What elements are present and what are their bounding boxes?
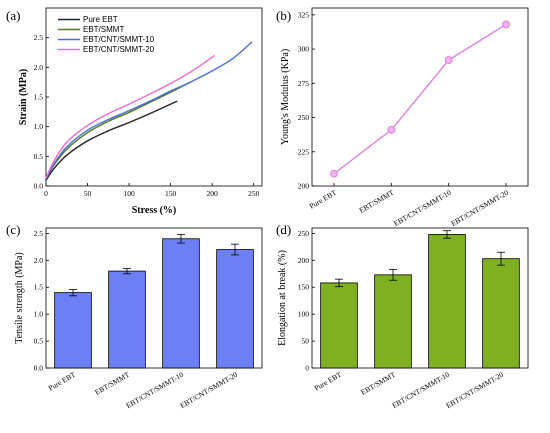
- y-tick-label: 300: [298, 45, 310, 54]
- panel-a-y-axis-label: Strain (MPa): [18, 69, 29, 125]
- y-tick-label: 0.0: [34, 364, 44, 373]
- legend-label: Pure EBT: [83, 15, 118, 24]
- data-point: [444, 56, 453, 64]
- x-category-label: EBT/CNT/SMMT-10: [124, 370, 185, 410]
- bar: [320, 282, 358, 369]
- series-line-2: [45, 80, 192, 180]
- x-tick-label: 250: [248, 189, 260, 198]
- panel-d-series: [320, 230, 520, 369]
- panel-c-tag: (c): [6, 222, 20, 237]
- panel-c-series: [54, 234, 254, 369]
- y-tick-label: 1.5: [34, 283, 44, 292]
- y-tick-label: 100: [298, 310, 310, 319]
- x-category-label: EBT/CNT/SMMT-20: [444, 370, 505, 410]
- y-tick-label: 150: [298, 283, 310, 292]
- bar: [162, 238, 200, 369]
- panel-a-legend: Pure EBTEBT/SMMTEBT/CNT/SMMT-10EBT/CNT/S…: [58, 15, 155, 54]
- modulus-line: [333, 23, 507, 175]
- y-tick-label: 0.5: [34, 337, 44, 346]
- panel-a-x-axis-label: Stress (%): [132, 205, 177, 216]
- x-category-label: EBT/SMMT: [358, 188, 396, 215]
- panel-d-y-axis-label: Elongation at break (%): [277, 250, 288, 346]
- y-tick-label: 1.5: [34, 93, 44, 102]
- series-line-3: [45, 41, 253, 180]
- panel-a-series: [45, 41, 253, 181]
- data-point: [387, 125, 396, 134]
- x-category-label: EBT/SMMT: [93, 370, 131, 397]
- y-tick-label: 0.0: [34, 182, 44, 191]
- y-tick-label: 2.5: [34, 229, 44, 238]
- y-tick-label: 275: [298, 79, 310, 88]
- series-line-4: [45, 54, 216, 178]
- y-tick-label: 2.0: [34, 256, 44, 265]
- y-tick-label: 50: [302, 337, 310, 346]
- panel-a-tag: (a): [6, 8, 20, 23]
- x-category-label: EBT/CNT/SMMT-20: [178, 370, 239, 410]
- x-tick-label: 100: [123, 189, 135, 198]
- legend-label: EBT/CNT/SMMT-20: [83, 45, 155, 54]
- panel-d-tag: (d): [276, 222, 291, 237]
- panel-d-frame: [311, 227, 529, 369]
- x-category-label: EBT/CNT/SMMT-10: [390, 370, 451, 410]
- y-tick-label: 250: [298, 229, 310, 238]
- y-tick-label: 0.5: [34, 152, 44, 161]
- data-point: [330, 169, 338, 178]
- bar: [374, 274, 412, 369]
- x-category-label: Pure EBT: [313, 370, 344, 393]
- panel-b-y-axis-label: Young's Modulus (KPa): [280, 49, 291, 145]
- x-category-label: Pure EBT: [308, 188, 339, 211]
- legend-label: EBT/CNT/SMMT-10: [83, 35, 155, 44]
- y-tick-label: 325: [298, 10, 310, 19]
- bar: [108, 270, 146, 369]
- bar: [428, 234, 466, 369]
- y-tick-label: 200: [298, 182, 310, 191]
- data-point: [502, 20, 510, 29]
- panel-b-tag: (b): [276, 8, 291, 23]
- series-line-1: [45, 100, 178, 181]
- legend-label: EBT/SMMT: [83, 25, 124, 34]
- panel-a: (a) 0.0 0.5 1.0 1.5 2.0 2.5 0 50 100 150 200 250 Pu…: [6, 7, 263, 216]
- x-tick-label: 150: [165, 189, 177, 198]
- y-tick-label: 250: [298, 113, 310, 122]
- bar: [216, 249, 254, 369]
- panel-b-series: [330, 20, 510, 178]
- x-category-label: EBT/CNT/SMMT-10: [392, 188, 453, 228]
- panel-b-frame: [311, 7, 529, 187]
- y-tick-label: 200: [298, 256, 310, 265]
- y-tick-label: 1.0: [34, 122, 44, 131]
- x-category-label: EBT/CNT/SMMT-20: [449, 188, 510, 228]
- y-tick-label: 2.5: [34, 33, 44, 42]
- x-tick-label: 50: [84, 189, 92, 198]
- x-category-label: EBT/SMMT: [359, 370, 397, 397]
- y-tick-label: 225: [298, 147, 310, 156]
- bar: [482, 258, 520, 369]
- x-tick-label: 200: [207, 189, 219, 198]
- panel-a-ticks: 0.0 0.5 1.0 1.5 2.0 2.5 0 50 100 150 200 250: [34, 33, 260, 198]
- y-tick-label: 1.0: [34, 310, 44, 319]
- panel-c-y-axis-label: Tensile strength (MPa): [14, 252, 25, 344]
- y-tick-label: 0: [305, 364, 309, 373]
- x-category-label: Pure EBT: [47, 370, 78, 393]
- x-tick-label: 0: [44, 189, 48, 198]
- y-tick-label: 2.0: [34, 63, 44, 72]
- panel-c-frame: [45, 227, 263, 369]
- bar: [54, 292, 92, 369]
